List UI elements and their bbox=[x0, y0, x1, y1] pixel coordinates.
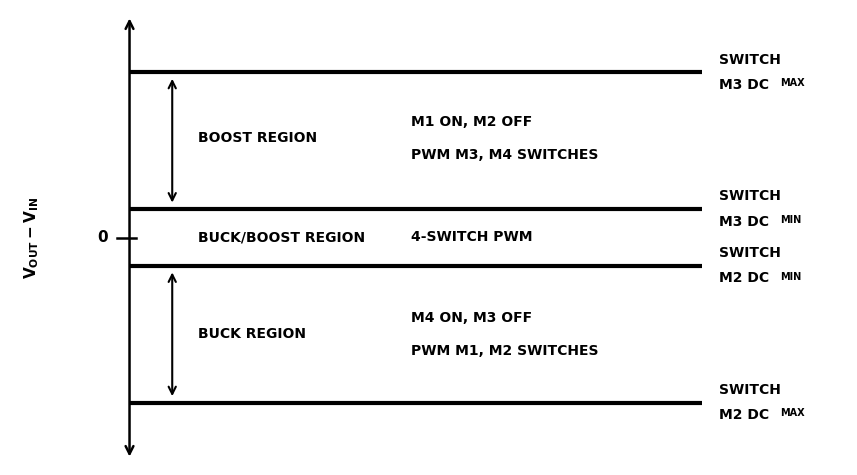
Text: MAX: MAX bbox=[781, 408, 805, 418]
Text: M3 DC: M3 DC bbox=[719, 215, 769, 229]
Text: MIN: MIN bbox=[781, 272, 801, 282]
Text: BUCK REGION: BUCK REGION bbox=[198, 327, 306, 342]
Text: MIN: MIN bbox=[781, 215, 801, 225]
Text: 0: 0 bbox=[98, 230, 108, 245]
Text: 4-SWITCH PWM: 4-SWITCH PWM bbox=[411, 230, 533, 245]
Text: SWITCH: SWITCH bbox=[719, 190, 781, 203]
Text: SWITCH: SWITCH bbox=[719, 53, 781, 66]
Text: $\mathbf{V_{OUT}-V_{IN}}$: $\mathbf{V_{OUT}-V_{IN}}$ bbox=[22, 197, 40, 278]
Text: MAX: MAX bbox=[781, 78, 805, 88]
Text: PWM M1, M2 SWITCHES: PWM M1, M2 SWITCHES bbox=[411, 344, 599, 358]
Text: M1 ON, M2 OFF: M1 ON, M2 OFF bbox=[411, 115, 533, 129]
Text: SWITCH: SWITCH bbox=[719, 246, 781, 260]
Text: BOOST REGION: BOOST REGION bbox=[198, 131, 317, 145]
Text: M2 DC: M2 DC bbox=[719, 408, 769, 422]
Text: M4 ON, M3 OFF: M4 ON, M3 OFF bbox=[411, 311, 532, 325]
Text: SWITCH: SWITCH bbox=[719, 383, 781, 397]
Text: PWM M3, M4 SWITCHES: PWM M3, M4 SWITCHES bbox=[411, 148, 599, 162]
Text: M3 DC: M3 DC bbox=[719, 78, 769, 92]
Text: BUCK/BOOST REGION: BUCK/BOOST REGION bbox=[198, 230, 365, 245]
Text: M2 DC: M2 DC bbox=[719, 272, 769, 285]
